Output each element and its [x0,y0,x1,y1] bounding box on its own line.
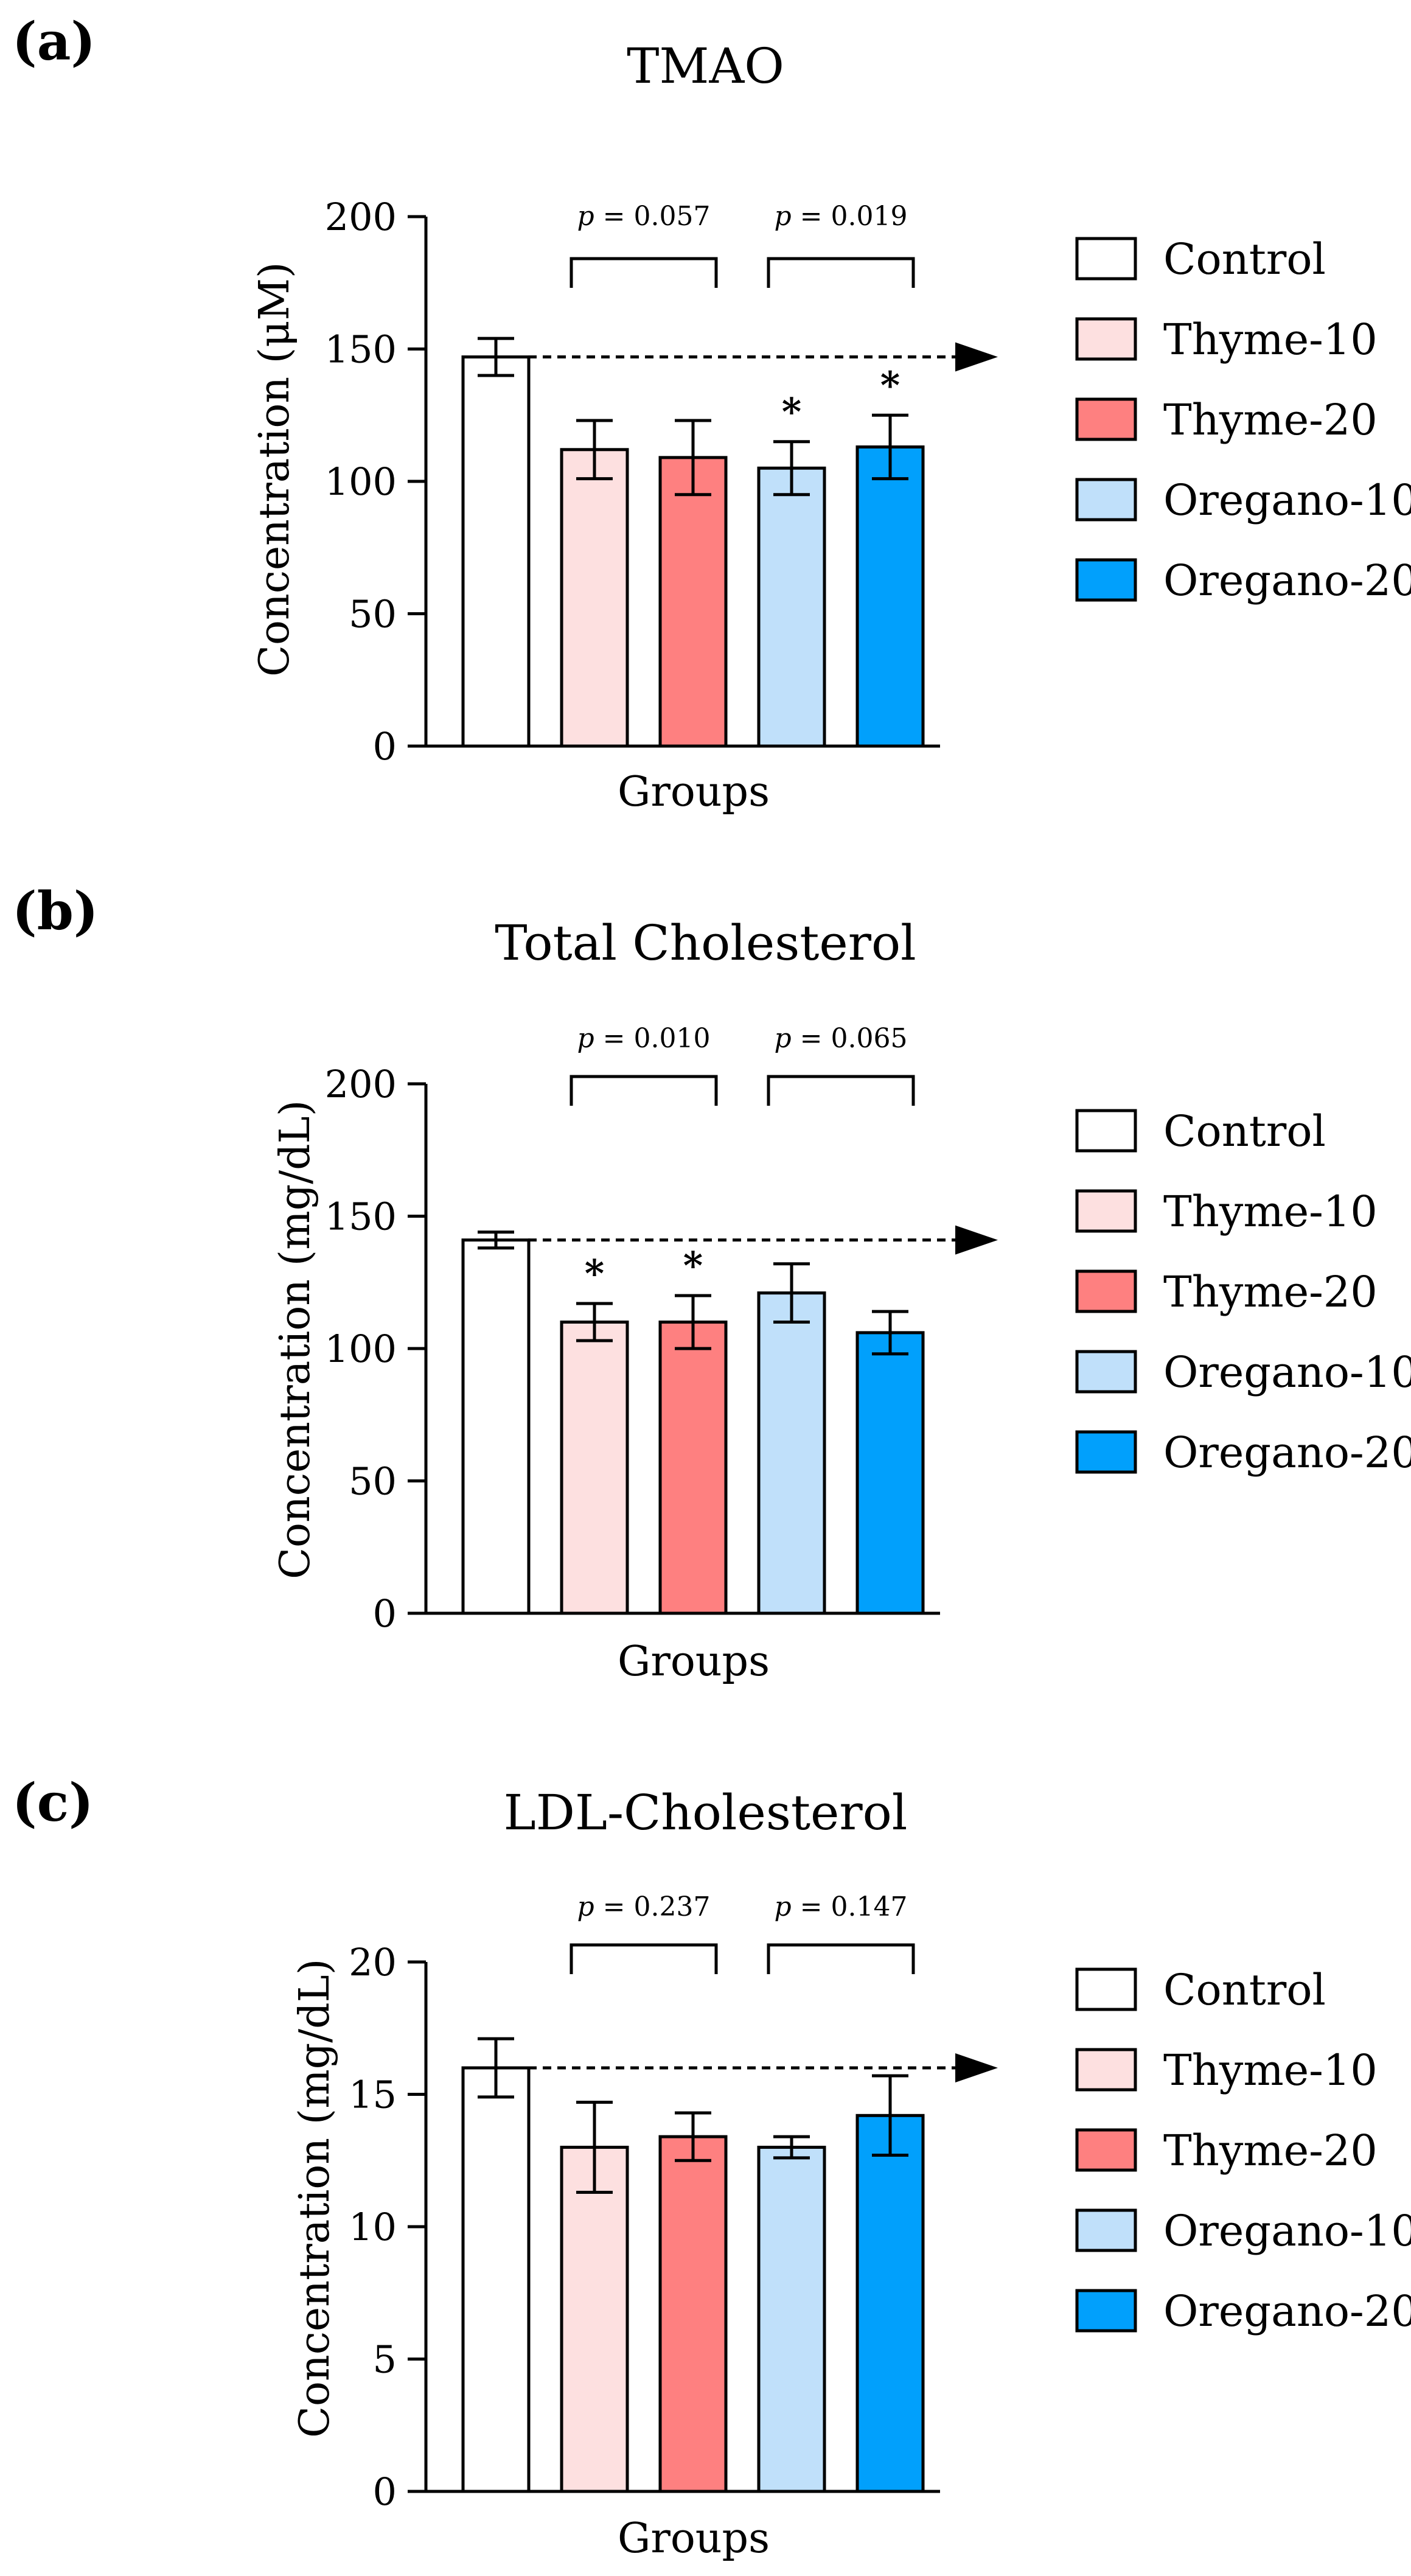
y-tick-label: 150 [325,1195,397,1239]
p-value-label: p = 0.147 [775,1891,908,1922]
bar-control [461,355,531,748]
x-axis-label: Groups [618,1638,770,1686]
panel-label: (c) [12,1772,94,1834]
chart-svg: 0 50 100 150 200 * * p = 0.057 p = 0.019 Control T… [325,195,1411,769]
bar-oregano-20 [855,445,925,748]
chart-panel-a: (a) TMAO 0 50 100 150 200 * * p = 0.057 p = 0.01… [0,0,1411,859]
legend-label: Oregano-20 [1163,556,1411,606]
legend-swatch-control [1075,1967,1137,2011]
bar-thyme-10 [560,448,629,748]
comparison-bracket [767,1075,915,1106]
legend-swatch-oregano-20 [1075,1430,1137,1474]
y-axis-label: Concentration (μM) [251,262,299,677]
legend-swatch-thyme-20 [1075,397,1137,441]
bar-oregano-10 [757,2146,826,2493]
legend-swatch-thyme-20 [1075,1269,1137,1313]
y-tick-label: 0 [373,724,397,769]
legend-label: Thyme-20 [1163,1267,1378,1317]
comparison-bracket [570,1943,718,1974]
p-value-label: p = 0.237 [577,1891,711,1922]
panel-label: (a) [12,11,96,72]
bar-thyme-20 [658,2135,728,2493]
bar-thyme-10 [560,2146,629,2493]
significance-star: * [880,363,900,407]
legend-swatch-thyme-10 [1075,2048,1137,2092]
chart-title: Total Cholesterol [495,915,916,971]
bar-oregano-10 [757,466,826,748]
chart-title: TMAO [627,38,784,94]
bar-oregano-10 [757,1291,826,1615]
reference-arrow [955,342,998,372]
y-tick-label: 150 [325,327,397,372]
y-axis-label: Concentration (mg/dL) [271,1100,319,1579]
chart-panel-b: (b) Total Cholesterol 0 50 100 150 200 * * p = … [0,859,1411,1717]
bar-thyme-20 [658,1321,728,1615]
y-tick-label: 5 [373,2337,397,2382]
bar-thyme-10 [560,1321,629,1615]
y-tick-label: 50 [349,592,397,637]
legend-label: Thyme-10 [1163,2045,1378,2095]
comparison-bracket [767,257,915,288]
legend-label: Control [1163,234,1326,284]
comparison-bracket [767,1943,915,1974]
legend-label: Oregano-20 [1163,1428,1411,1478]
bar-oregano-20 [855,1331,925,1615]
chart-title: LDL-Cholesterol [503,1784,908,1841]
legend-label: Thyme-10 [1163,315,1378,365]
significance-star: * [782,389,801,434]
comparison-bracket [570,257,718,288]
comparison-bracket [570,1075,718,1106]
legend-label: Control [1163,1965,1326,2015]
bar-oregano-20 [855,2114,925,2493]
y-tick-label: 50 [349,1459,397,1504]
legend-swatch-oregano-20 [1075,2289,1137,2333]
legend-swatch-oregano-10 [1075,478,1137,522]
legend-swatch-control [1075,237,1137,281]
y-tick-label: 0 [373,2470,397,2514]
significance-star: * [585,1251,604,1296]
chart-svg: 0 5 10 15 20 p = 0.237 p = 0.147 Control Thyme-1… [349,1891,1411,2514]
y-tick-label: 0 [373,1591,397,1636]
legend-label: Thyme-20 [1163,395,1378,445]
legend-swatch-oregano-20 [1075,558,1137,602]
legend-swatch-oregano-10 [1075,1350,1137,1394]
y-tick-label: 20 [349,1940,397,1984]
x-axis-label: Groups [618,768,770,816]
legend-label: Thyme-20 [1163,2126,1378,2176]
p-value-label: p = 0.010 [577,1023,711,1054]
y-tick-label: 10 [349,2205,397,2249]
y-tick-label: 200 [325,1062,397,1106]
legend-label: Control [1163,1106,1326,1156]
legend-label: Thyme-10 [1163,1187,1378,1237]
legend-swatch-control [1075,1109,1137,1153]
y-tick-label: 100 [325,459,397,504]
legend-swatch-thyme-10 [1075,317,1137,361]
legend-swatch-oregano-10 [1075,2208,1137,2252]
legend-swatch-thyme-20 [1075,2128,1137,2172]
y-tick-label: 200 [325,195,397,239]
panel-label: (b) [12,881,99,942]
legend-label: Oregano-20 [1163,2286,1411,2336]
significance-star: * [683,1243,703,1288]
p-value-label: p = 0.019 [775,201,908,232]
legend-swatch-thyme-10 [1075,1189,1137,1233]
chart-svg: 0 50 100 150 200 * * p = 0.010 p = 0.065 Control T… [325,1023,1411,1636]
p-value-label: p = 0.065 [775,1023,908,1054]
bar-thyme-20 [658,456,728,748]
p-value-label: p = 0.057 [577,201,711,232]
y-axis-label: Concentration (mg/dL) [291,1958,339,2438]
x-axis-label: Groups [618,2515,770,2563]
reference-arrow [955,1225,998,1255]
legend-label: Oregano-10 [1163,2206,1411,2256]
legend-label: Oregano-10 [1163,1347,1411,1397]
chart-panel-c: (c) LDL-Cholesterol 0 5 10 15 20 p = 0.237 p =… [0,1717,1411,2576]
y-tick-label: 15 [349,2073,397,2117]
bar-control [461,1238,531,1615]
bar-control [461,2066,531,2493]
reference-arrow [955,2053,998,2082]
legend-label: Oregano-10 [1163,475,1411,525]
y-tick-label: 100 [325,1327,397,1371]
